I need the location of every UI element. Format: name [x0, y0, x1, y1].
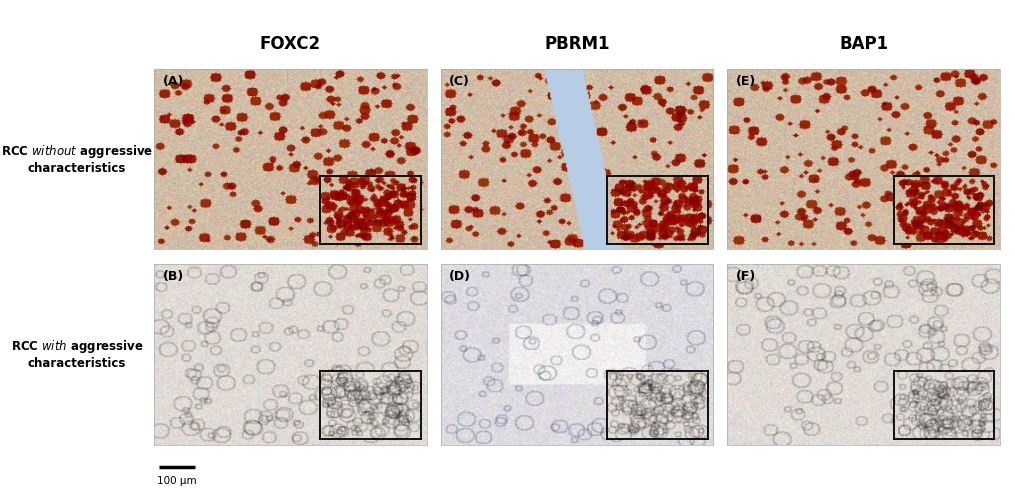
Text: (C): (C): [449, 75, 470, 87]
Text: 100 μm: 100 μm: [157, 476, 197, 486]
Text: (D): (D): [449, 270, 471, 283]
Text: PBRM1: PBRM1: [544, 36, 610, 53]
Text: FOXC2: FOXC2: [260, 36, 321, 53]
Text: (E): (E): [736, 75, 756, 87]
Text: (B): (B): [162, 270, 184, 283]
Text: RCC $\mathit{with}$ aggressive
characteristics: RCC $\mathit{with}$ aggressive character…: [10, 338, 144, 370]
Text: RCC $\mathit{without}$ aggressive
characteristics: RCC $\mathit{without}$ aggressive charac…: [1, 143, 153, 175]
Text: BAP1: BAP1: [839, 36, 888, 53]
Text: (F): (F): [736, 270, 756, 283]
Text: (A): (A): [162, 75, 184, 87]
